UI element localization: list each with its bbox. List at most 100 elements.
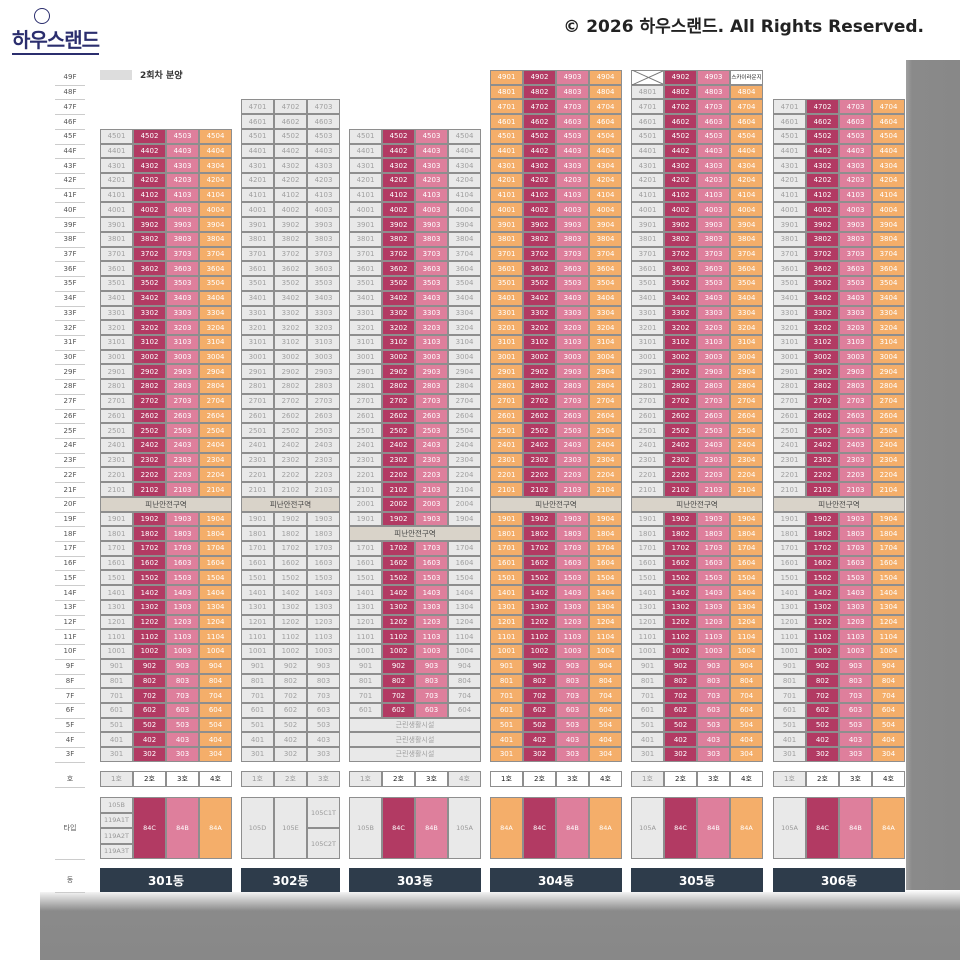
unit-cell[interactable]: 2602 (523, 408, 556, 424)
unit-cell[interactable]: 3001 (490, 349, 523, 365)
unit-cell[interactable]: 4901 (490, 70, 523, 85)
unit-cell[interactable]: 4603 (697, 114, 730, 129)
unit-cell[interactable]: 4704 (872, 99, 905, 115)
unit-cell[interactable]: 4201 (349, 173, 382, 188)
unit-cell[interactable]: 3102 (806, 334, 839, 350)
unit-cell[interactable]: 904 (872, 658, 905, 674)
unit-cell[interactable]: 4003 (556, 202, 589, 218)
unit-cell[interactable]: 1502 (382, 570, 415, 586)
unit-cell[interactable]: 2602 (274, 408, 307, 424)
unit-cell[interactable]: 401 (773, 732, 806, 748)
unit-cell[interactable]: 2604 (872, 408, 905, 424)
unit-cell[interactable]: 4702 (523, 99, 556, 115)
unit-cell[interactable]: 3502 (664, 276, 697, 291)
unit-cell[interactable]: 2803 (166, 379, 199, 394)
unit-cell[interactable]: 3803 (166, 231, 199, 247)
unit-cell[interactable]: 1902 (664, 511, 697, 527)
unit-cell[interactable]: 3402 (274, 290, 307, 306)
unit-cell[interactable]: 2002 (382, 496, 415, 512)
unit-cell[interactable]: 1002 (274, 644, 307, 659)
unit-cell[interactable]: 3501 (241, 276, 274, 291)
unit-cell[interactable]: 3304 (730, 305, 763, 321)
unit-cell[interactable]: 2901 (773, 364, 806, 380)
unit-cell[interactable]: 2204 (872, 467, 905, 483)
unit-cell[interactable]: 2902 (523, 364, 556, 380)
unit-cell[interactable]: 4301 (773, 158, 806, 174)
unit-cell[interactable]: 1104 (448, 629, 481, 645)
unit-cell[interactable]: 1304 (589, 599, 622, 615)
unit-cell[interactable]: 3803 (839, 231, 872, 247)
unit-cell[interactable]: 902 (664, 658, 697, 674)
unit-cell[interactable]: 1204 (448, 614, 481, 630)
unit-cell[interactable]: 1702 (523, 541, 556, 556)
unit-cell[interactable]: 4503 (839, 128, 872, 144)
unit-cell[interactable]: 3603 (166, 261, 199, 277)
unit-cell[interactable]: 4301 (100, 158, 133, 174)
unit-cell[interactable]: 2703 (166, 393, 199, 409)
dong-label[interactable]: 306동 (773, 868, 905, 892)
unit-cell[interactable]: 1002 (523, 644, 556, 659)
unit-cell[interactable]: 2804 (589, 379, 622, 394)
unit-cell[interactable]: 2503 (166, 423, 199, 438)
unit-cell[interactable]: 4104 (872, 187, 905, 203)
unit-cell[interactable]: 2902 (274, 364, 307, 380)
unit-cell[interactable]: 1602 (806, 555, 839, 571)
unit-cell[interactable]: 2404 (448, 438, 481, 453)
unit-cell[interactable]: 3304 (448, 305, 481, 321)
unit-cell[interactable]: 2902 (806, 364, 839, 380)
unit-cell[interactable]: 1802 (664, 526, 697, 542)
unit-cell[interactable]: 1403 (415, 585, 448, 600)
unit-cell[interactable]: 3801 (490, 231, 523, 247)
unit-cell[interactable]: 1602 (274, 555, 307, 571)
unit-cell[interactable]: 704 (589, 688, 622, 703)
unit-cell[interactable]: 4302 (806, 158, 839, 174)
unit-cell[interactable]: 2303 (166, 452, 199, 468)
unit-cell[interactable]: 1803 (556, 526, 589, 542)
unit-cell[interactable]: 1904 (589, 511, 622, 527)
unit-cell[interactable]: 4702 (806, 99, 839, 115)
unit-cell[interactable]: 802 (664, 673, 697, 689)
unit-cell[interactable]: 3401 (631, 290, 664, 306)
unit-cell[interactable]: 3902 (664, 217, 697, 232)
unit-cell[interactable]: 1804 (199, 526, 232, 542)
unit-cell[interactable]: 302 (806, 747, 839, 762)
unit-cell[interactable]: 1803 (697, 526, 730, 542)
unit-cell[interactable]: 2603 (166, 408, 199, 424)
unit-cell[interactable]: 1602 (382, 555, 415, 571)
unit-cell[interactable]: 4803 (556, 84, 589, 100)
unit-cell[interactable]: 3802 (382, 231, 415, 247)
unit-cell[interactable]: 1301 (773, 599, 806, 615)
unit-cell[interactable]: 3902 (274, 217, 307, 232)
unit-cell[interactable]: 3303 (556, 305, 589, 321)
unit-cell[interactable]: 3103 (697, 334, 730, 350)
unit-cell[interactable]: 4601 (773, 114, 806, 129)
unit-cell[interactable]: 4603 (839, 114, 872, 129)
unit-cell[interactable]: 4202 (274, 173, 307, 188)
unit-cell[interactable]: 2401 (631, 438, 664, 453)
unit-cell[interactable]: 4502 (806, 128, 839, 144)
unit-cell[interactable]: 1401 (631, 585, 664, 600)
unit-cell[interactable]: 4202 (664, 173, 697, 188)
unit-cell[interactable]: 4701 (490, 99, 523, 115)
dong-label[interactable]: 305동 (631, 868, 763, 892)
unit-cell[interactable]: 4003 (307, 202, 340, 218)
unit-cell[interactable]: 3202 (274, 320, 307, 335)
unit-cell[interactable]: 3603 (697, 261, 730, 277)
unit-cell[interactable]: 3703 (307, 246, 340, 262)
unit-cell[interactable]: 4703 (697, 99, 730, 115)
unit-cell[interactable]: 3101 (100, 334, 133, 350)
unit-cell[interactable]: 4003 (839, 202, 872, 218)
unit-cell[interactable]: 1303 (839, 599, 872, 615)
unit-cell[interactable]: 1604 (730, 555, 763, 571)
unit-cell[interactable]: 3001 (631, 349, 664, 365)
unit-cell[interactable]: 701 (241, 688, 274, 703)
unit-cell[interactable]: 3104 (730, 334, 763, 350)
unit-cell[interactable]: 3002 (664, 349, 697, 365)
unit-cell[interactable]: 1101 (100, 629, 133, 645)
unit-cell[interactable]: 2501 (349, 423, 382, 438)
unit-cell[interactable]: 1302 (133, 599, 166, 615)
unit-cell[interactable]: 1102 (806, 629, 839, 645)
unit-cell[interactable]: 503 (307, 717, 340, 733)
unit-cell[interactable]: 2803 (839, 379, 872, 394)
unit-cell[interactable]: 2702 (382, 393, 415, 409)
